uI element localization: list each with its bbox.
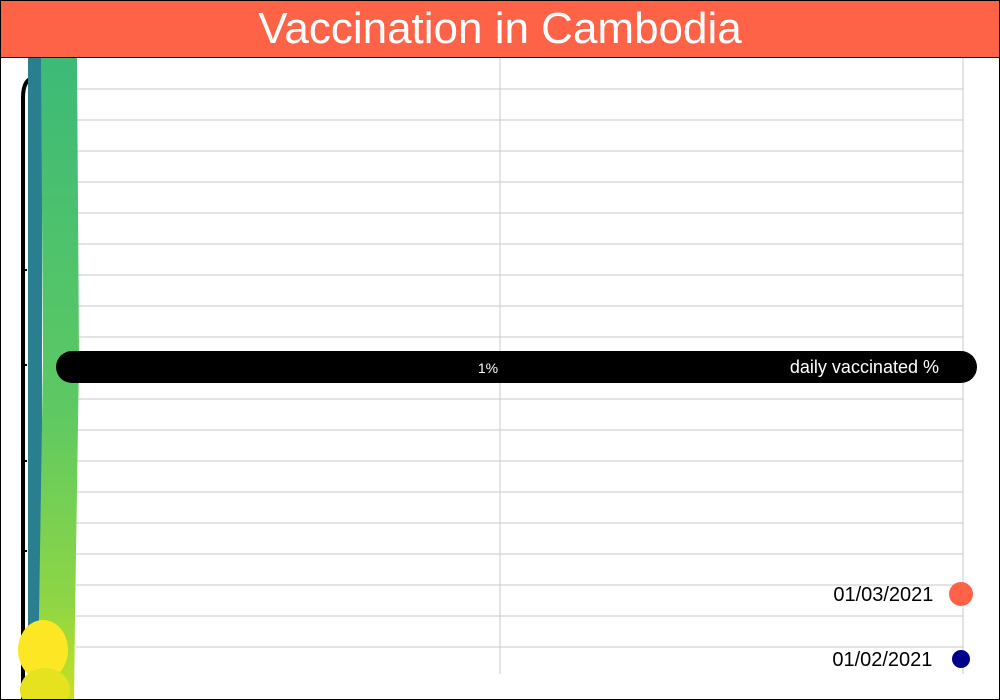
bar: [56, 351, 977, 383]
legend-item-second: 01/02/2021: [832, 649, 973, 672]
legend-marker: [952, 649, 970, 668]
legend-item-first: 01/03/2021: [833, 581, 973, 607]
grid: [76, 58, 964, 674]
legend-label: 01/03/2021: [833, 584, 934, 606]
series-end-marker: [18, 620, 68, 680]
legend-label: 01/02/2021: [832, 649, 933, 671]
legend-marker: [949, 581, 973, 606]
bar-tick-label: 1%: [478, 360, 498, 376]
chart-title: Vaccination in Cambodia: [258, 4, 742, 53]
series-strokes: [18, 58, 80, 699]
title-bar: Vaccination in Cambodia: [1, 1, 999, 58]
bar-layer: 1% daily vaccinated %: [56, 351, 977, 383]
chart-plot: 1% daily vaccinated %: [18, 58, 977, 699]
series-end-marker: [20, 668, 70, 699]
series-stripe-green: [38, 58, 80, 699]
bar-label: daily vaccinated %: [790, 357, 939, 377]
